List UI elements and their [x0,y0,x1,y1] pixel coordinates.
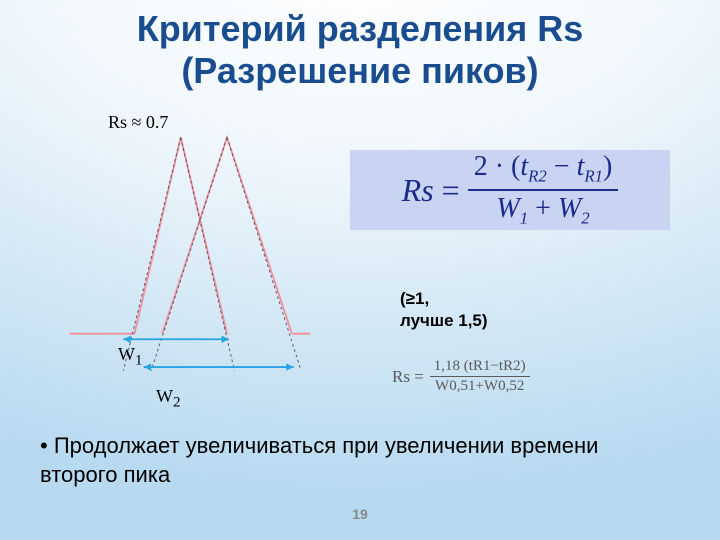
bullet-text: • Продолжает увеличиваться при увеличени… [40,432,680,489]
formula-denominator: W1 + W2 [490,191,595,229]
w2-arrow-right [286,363,293,370]
formula-main: Rs = 2 · (tR2 − tR1) W1 + W2 [402,151,619,228]
w2-label: W2 [156,386,181,412]
slide-title: Критерий разделения Rs (Разрешение пиков… [0,8,720,92]
w1-arrow-right [221,336,228,343]
formula-eq: = [442,172,460,209]
formula-lhs: Rs [402,172,434,209]
formula2-fraction: 1,18 (tR1−tR2) W0,51+W0,52 [430,358,530,395]
formula-secondary: Rs = 1,18 (tR1−tR2) W0,51+W0,52 [392,358,530,395]
peak-1 [134,137,227,333]
title-line2: (Разрешение пиков) [181,50,538,91]
title-line1: Критерий разделения Rs [137,8,584,49]
note-line2: лучше 1,5) [400,311,488,330]
formula-numerator: 2 · (tR2 − tR1) [468,151,619,191]
guide-2-right [227,137,301,370]
formula-fraction: 2 · (tR2 − tR1) W1 + W2 [468,151,619,228]
formula2-lhs: Rs = [392,367,424,387]
note-line1: (≥1, [400,289,429,308]
w1-arrow-left [123,336,130,343]
w1-label: W1 [118,344,143,370]
peak-2 [162,137,292,333]
peaks-chart [60,130,320,380]
guide-1-left [123,137,180,370]
formula2-num: 1,18 (tR1−tR2) [430,358,530,377]
formula-main-box: Rs = 2 · (tR2 − tR1) W1 + W2 [350,150,670,230]
page-number: 19 [0,506,720,522]
threshold-note: (≥1, лучше 1,5) [400,288,488,332]
w2-arrow-left [144,363,151,370]
formula2-den: W0,51+W0,52 [431,377,528,395]
